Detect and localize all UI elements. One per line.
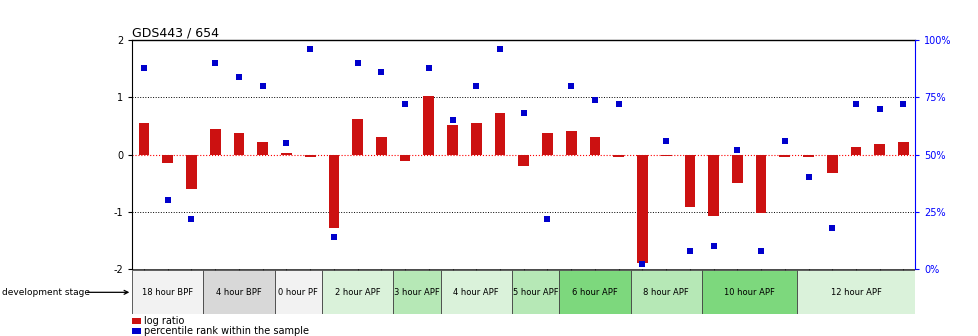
Text: GDS443 / 654: GDS443 / 654: [132, 26, 219, 39]
Bar: [630, 270, 701, 314]
Point: [374, 70, 389, 75]
Text: 3 hour APF: 3 hour APF: [394, 288, 439, 297]
Text: 8 hour APF: 8 hour APF: [643, 288, 689, 297]
Bar: [542, 133, 553, 155]
Point: [895, 101, 911, 107]
Bar: [494, 114, 505, 155]
Bar: [565, 131, 576, 155]
Point: [421, 65, 436, 71]
Text: percentile rank within the sample: percentile rank within the sample: [144, 326, 309, 336]
Bar: [281, 154, 291, 155]
Text: 18 hour BPF: 18 hour BPF: [142, 288, 193, 297]
Point: [871, 106, 887, 112]
Point: [159, 198, 175, 203]
Point: [800, 175, 816, 180]
Bar: [322, 270, 393, 314]
Bar: [393, 270, 440, 314]
Point: [682, 248, 697, 253]
Bar: [701, 270, 796, 314]
Point: [657, 138, 673, 143]
Point: [207, 60, 223, 66]
Bar: [684, 155, 694, 207]
Bar: [796, 270, 914, 314]
Point: [468, 83, 484, 89]
Point: [539, 216, 555, 221]
Text: 6 hour APF: 6 hour APF: [571, 288, 617, 297]
Point: [136, 65, 152, 71]
Point: [823, 225, 839, 230]
Bar: [139, 123, 150, 155]
Point: [705, 243, 721, 249]
Bar: [304, 155, 315, 157]
Text: 4 hour APF: 4 hour APF: [453, 288, 499, 297]
Point: [610, 101, 626, 107]
Point: [729, 147, 744, 153]
Point: [587, 97, 602, 102]
Bar: [637, 155, 647, 263]
Bar: [518, 155, 528, 166]
Point: [184, 216, 200, 221]
Text: log ratio: log ratio: [144, 316, 184, 326]
Bar: [376, 137, 386, 155]
Point: [231, 74, 246, 80]
Bar: [558, 270, 630, 314]
Bar: [329, 155, 339, 228]
Bar: [589, 137, 600, 155]
Point: [777, 138, 792, 143]
Bar: [897, 142, 908, 155]
Text: 2 hour APF: 2 hour APF: [334, 288, 380, 297]
Point: [349, 60, 365, 66]
Bar: [423, 96, 433, 155]
Bar: [162, 155, 173, 163]
Bar: [132, 328, 141, 334]
Text: 4 hour BPF: 4 hour BPF: [216, 288, 261, 297]
Point: [279, 140, 294, 146]
Bar: [850, 146, 861, 155]
Bar: [132, 318, 141, 324]
Point: [302, 47, 318, 52]
Text: 10 hour APF: 10 hour APF: [723, 288, 774, 297]
Bar: [802, 155, 813, 157]
Bar: [234, 133, 244, 155]
Point: [397, 101, 413, 107]
Bar: [203, 270, 274, 314]
Bar: [755, 155, 766, 213]
Bar: [613, 155, 623, 157]
Bar: [826, 155, 837, 173]
Bar: [660, 155, 671, 156]
Bar: [447, 125, 458, 155]
Bar: [274, 270, 322, 314]
Point: [847, 101, 863, 107]
Bar: [707, 155, 718, 216]
Text: 0 hour PF: 0 hour PF: [278, 288, 318, 297]
Point: [326, 234, 341, 240]
Bar: [778, 155, 789, 157]
Bar: [257, 142, 268, 155]
Text: 5 hour APF: 5 hour APF: [512, 288, 557, 297]
Point: [254, 83, 270, 89]
Point: [562, 83, 578, 89]
Text: 12 hour APF: 12 hour APF: [829, 288, 880, 297]
Bar: [132, 270, 203, 314]
Bar: [209, 129, 220, 155]
Bar: [470, 123, 481, 155]
Point: [492, 47, 508, 52]
Point: [634, 261, 649, 267]
Point: [515, 111, 531, 116]
Bar: [511, 270, 558, 314]
Bar: [732, 155, 742, 183]
Point: [444, 118, 460, 123]
Bar: [440, 270, 511, 314]
Bar: [186, 155, 197, 189]
Point: [752, 248, 768, 253]
Bar: [873, 144, 884, 155]
Bar: [352, 119, 363, 155]
Bar: [399, 155, 410, 161]
Text: development stage: development stage: [2, 288, 90, 297]
